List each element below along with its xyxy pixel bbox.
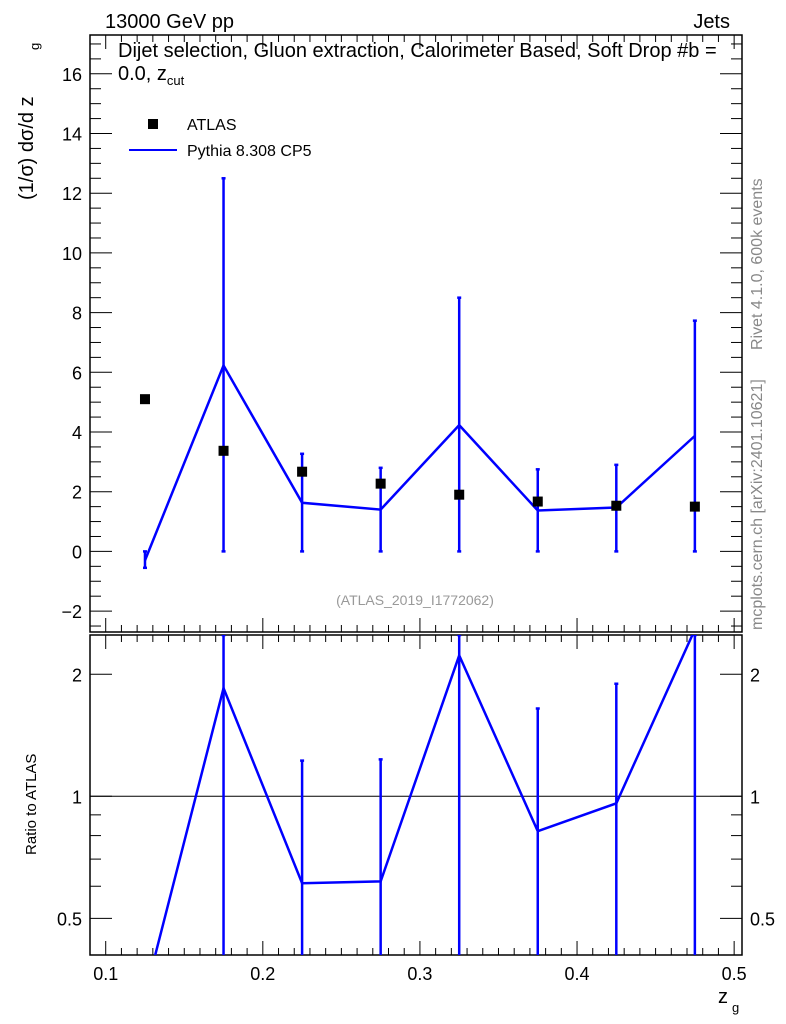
ratio-tick-label-right: 0.5 bbox=[750, 909, 775, 929]
side-label-top: Rivet 4.1.0, 600k events bbox=[749, 178, 766, 350]
chart-title-box: Dijet selection, Gluon extraction, Calor… bbox=[118, 40, 717, 88]
ratio-panel: 0.5 0.5 1 1 2 2 bbox=[57, 634, 775, 956]
atlas-marker bbox=[689, 501, 700, 512]
ratio-tick-label-right: 1 bbox=[750, 787, 760, 807]
ratio-tick-label: 2 bbox=[72, 665, 82, 685]
x-tick-label: 0.4 bbox=[565, 964, 590, 984]
x-tick-label: 0.5 bbox=[722, 964, 747, 984]
pythia-line bbox=[143, 362, 696, 561]
ratio-tick-label-right: 2 bbox=[750, 665, 760, 685]
main-data bbox=[139, 177, 700, 570]
legend: ATLAS Pythia 8.308 CP5 bbox=[129, 117, 312, 160]
ratio-frame bbox=[89, 634, 743, 956]
top-right-label: Jets bbox=[693, 11, 730, 33]
ratio-line bbox=[153, 635, 694, 955]
y-tick-label: 8 bbox=[72, 304, 82, 324]
legend-atlas-label: ATLAS bbox=[187, 117, 237, 134]
y-tick-label: 10 bbox=[62, 244, 82, 264]
y-tick-label: 16 bbox=[62, 65, 82, 85]
top-left-label: 13000 GeV pp bbox=[105, 11, 234, 33]
y-tick-label: 6 bbox=[72, 363, 82, 383]
atlas-marker bbox=[297, 466, 308, 477]
y-tick-label: 4 bbox=[72, 423, 82, 443]
ratio-y-axis-label: Ratio to ATLAS bbox=[23, 754, 40, 855]
ratio-tick-label: 1 bbox=[72, 787, 82, 807]
legend-pythia-label: Pythia 8.308 CP5 bbox=[187, 143, 312, 160]
atlas-marker bbox=[139, 394, 150, 405]
y-tick-label: 12 bbox=[62, 184, 82, 204]
analysis-label: (ATLAS_2019_I1772062) bbox=[336, 592, 494, 608]
y-axis-label-sub: g bbox=[27, 43, 42, 50]
y-tick-label: 0 bbox=[72, 542, 82, 562]
atlas-marker bbox=[218, 445, 229, 456]
y-tick-label: 2 bbox=[72, 483, 82, 503]
x-axis-label-sub: g bbox=[732, 1000, 739, 1015]
ratio-tick-label: 0.5 bbox=[57, 909, 82, 929]
x-tick-label: 0.3 bbox=[407, 964, 432, 984]
side-label-bottom: mcplots.cern.ch [arXiv:2401.10621] bbox=[749, 379, 766, 630]
y-tick-label: 14 bbox=[62, 125, 82, 145]
y-axis-label: (1/σ) dσ/d z bbox=[16, 96, 38, 200]
x-tick-label: 0.2 bbox=[250, 964, 275, 984]
x-axis-label: z bbox=[718, 986, 728, 1008]
atlas-marker bbox=[375, 478, 386, 489]
atlas-marker bbox=[532, 496, 543, 507]
ratio-data bbox=[153, 635, 697, 955]
y-tick-label: −2 bbox=[61, 602, 82, 622]
atlas-marker bbox=[454, 489, 465, 500]
legend-atlas-marker bbox=[148, 119, 158, 129]
main-frame bbox=[89, 34, 743, 633]
atlas-marker bbox=[611, 500, 622, 511]
chart-title-sub: cut bbox=[166, 73, 185, 88]
chart-title: Dijet selection, Gluon extraction, Calor… bbox=[118, 40, 717, 85]
x-tick-label: 0.1 bbox=[93, 964, 118, 984]
